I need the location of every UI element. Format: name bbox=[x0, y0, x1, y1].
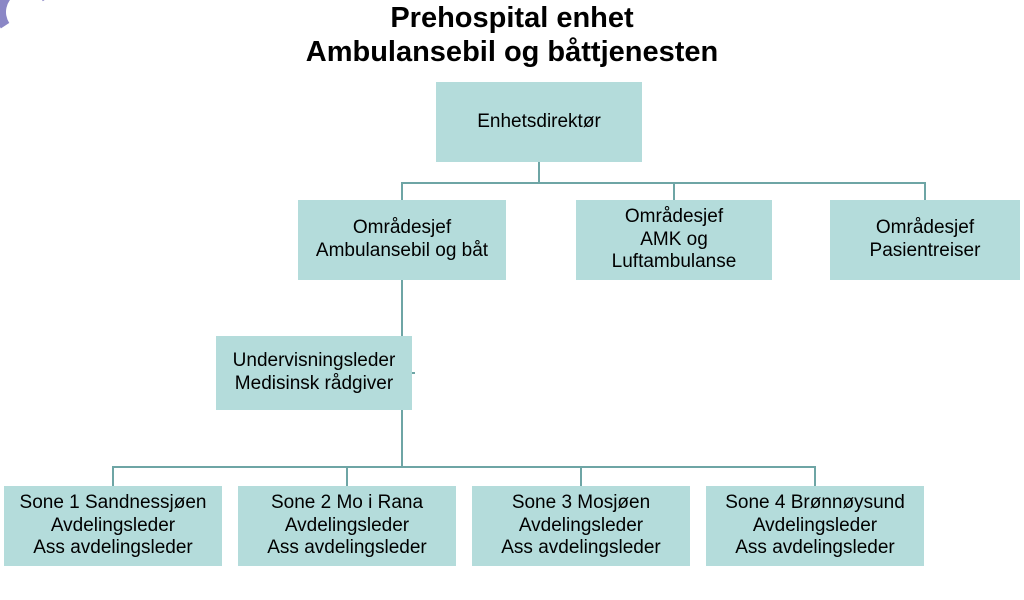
node-label: Medisinsk rådgiver bbox=[235, 373, 393, 396]
node-label: Områdesjef bbox=[353, 217, 451, 240]
connector bbox=[673, 182, 675, 200]
node-chief-pasientreiser: OmrådesjefPasientreiser bbox=[830, 200, 1020, 280]
node-label: AMK og bbox=[640, 229, 708, 252]
node-label: Avdelingsleder bbox=[285, 515, 409, 538]
node-label: Områdesjef bbox=[876, 217, 974, 240]
node-label: Avdelingsleder bbox=[51, 515, 175, 538]
connector bbox=[346, 466, 348, 486]
connector bbox=[112, 466, 114, 486]
node-label: Ass avdelingsleder bbox=[33, 537, 192, 560]
node-label: Pasientreiser bbox=[870, 240, 981, 263]
org-chart-canvas: Prehospital enhet Ambulansebil og båttje… bbox=[0, 0, 1024, 600]
node-director: Enhetsdirektør bbox=[436, 82, 642, 162]
node-label: Undervisningsleder bbox=[233, 350, 396, 373]
connector bbox=[401, 182, 403, 200]
node-zone-1: Sone 1 SandnessjøenAvdelingslederAss avd… bbox=[4, 486, 222, 566]
node-label: Enhetsdirektør bbox=[477, 111, 601, 134]
node-chief-amk: OmrådesjefAMK ogLuftambulanse bbox=[576, 200, 772, 280]
connector bbox=[538, 162, 540, 184]
node-label: Ambulansebil og båt bbox=[316, 240, 488, 263]
page-title-line1: Prehospital enhet bbox=[0, 2, 1024, 35]
page-title-line2: Ambulansebil og båttjenesten bbox=[0, 36, 1024, 69]
node-label: Sone 4 Brønnøysund bbox=[725, 492, 905, 515]
node-label: Sone 2 Mo i Rana bbox=[271, 492, 423, 515]
node-label: Avdelingsleder bbox=[519, 515, 643, 538]
node-label: Ass avdelingsleder bbox=[501, 537, 660, 560]
node-label: Områdesjef bbox=[625, 206, 723, 229]
connector bbox=[814, 466, 816, 486]
node-zone-3: Sone 3 MosjøenAvdelingslederAss avdeling… bbox=[472, 486, 690, 566]
node-zone-4: Sone 4 BrønnøysundAvdelingslederAss avde… bbox=[706, 486, 924, 566]
node-label: Ass avdelingsleder bbox=[735, 537, 894, 560]
node-label: Sone 3 Mosjøen bbox=[512, 492, 650, 515]
node-chief-ambulance: OmrådesjefAmbulansebil og båt bbox=[298, 200, 506, 280]
connector bbox=[924, 182, 926, 200]
connector bbox=[401, 182, 925, 184]
node-label: Ass avdelingsleder bbox=[267, 537, 426, 560]
connector bbox=[112, 466, 816, 468]
node-label: Sone 1 Sandnessjøen bbox=[20, 492, 207, 515]
node-zone-2: Sone 2 Mo i RanaAvdelingslederAss avdeli… bbox=[238, 486, 456, 566]
node-label: Luftambulanse bbox=[612, 251, 737, 274]
connector bbox=[580, 466, 582, 486]
node-staff: UndervisningslederMedisinsk rådgiver bbox=[216, 336, 412, 410]
node-label: Avdelingsleder bbox=[753, 515, 877, 538]
